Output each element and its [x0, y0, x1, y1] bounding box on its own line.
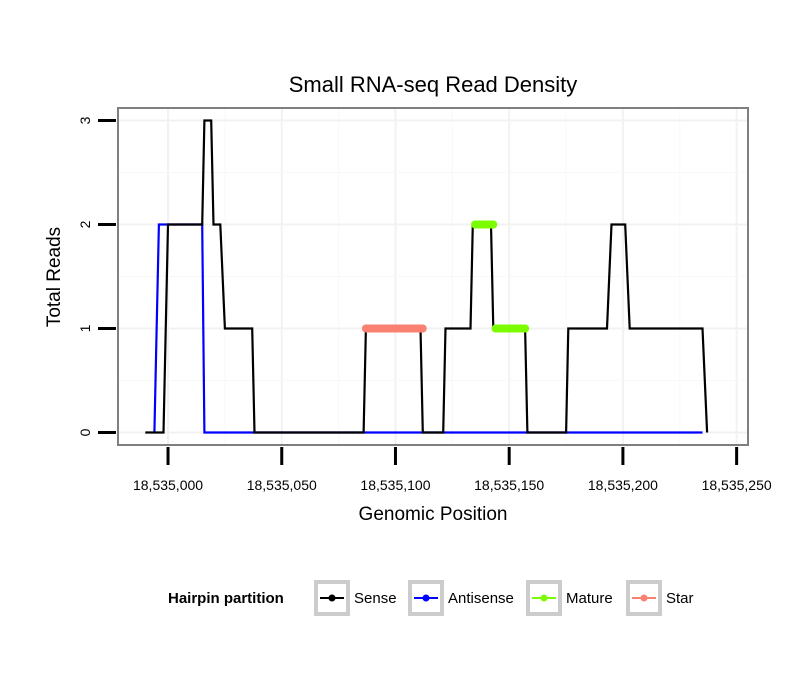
chart-title: Small RNA-seq Read Density	[289, 72, 578, 97]
x-axis: 18,535,000 18,535,050 18,535,100 18,535,150…	[133, 447, 772, 493]
legend-key-point-star	[640, 594, 648, 602]
y-tick-label: 1	[77, 324, 93, 332]
x-tick-label: 18,535,150	[474, 477, 544, 493]
legend-label-star: Star	[666, 590, 694, 607]
y-tick-label: 0	[77, 428, 93, 436]
legend-label-mature: Mature	[566, 590, 613, 607]
y-tick-label: 3	[77, 116, 93, 124]
legend-key-point-sense	[328, 594, 336, 602]
series-layer	[145, 119, 709, 434]
plot-panel-border	[117, 107, 749, 446]
legend-title: Hairpin partition	[168, 590, 284, 607]
x-tick-label: 18,535,050	[247, 477, 317, 493]
x-tick-label: 18,535,200	[588, 477, 658, 493]
legend-key-point-antisense	[422, 594, 430, 602]
x-axis-label: Genomic Position	[359, 504, 508, 525]
grid-lines	[118, 108, 748, 445]
y-axis: 0 1 2 3	[77, 116, 116, 436]
legend: Hairpin partition Sense Antisense Mature St…	[168, 580, 694, 616]
x-tick-label: 18,535,100	[360, 477, 430, 493]
x-tick-label: 18,535,250	[702, 477, 772, 493]
y-tick-label: 2	[77, 220, 93, 228]
series-line-sense	[145, 119, 709, 434]
legend-key-point-mature	[540, 594, 548, 602]
legend-label-sense: Sense	[354, 590, 397, 607]
x-tick-label: 18,535,000	[133, 477, 203, 493]
y-axis-label: Total Reads	[44, 227, 65, 327]
legend-label-antisense: Antisense	[448, 590, 514, 607]
